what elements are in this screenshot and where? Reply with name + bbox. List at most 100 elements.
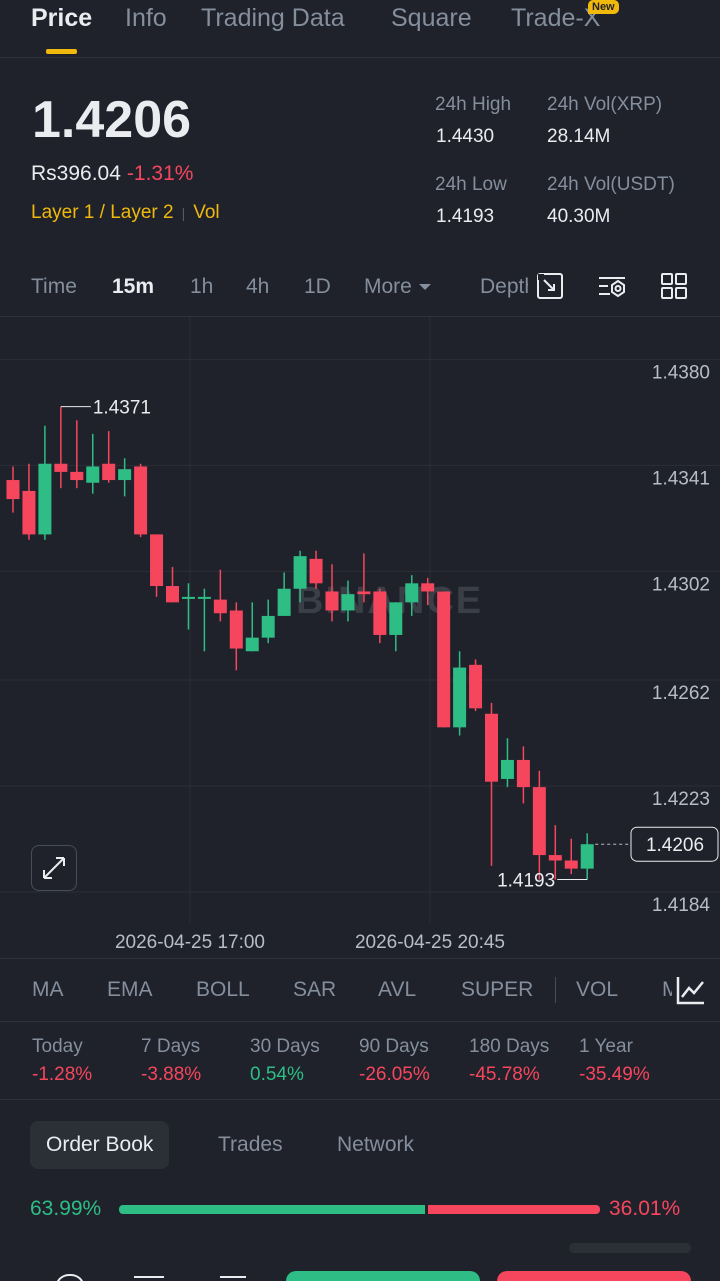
tag-row: Layer 1 / Layer 2 | Vol	[31, 202, 220, 224]
y-tick-label: 1.4380	[652, 362, 710, 383]
y-tick-label: 1.4341	[652, 468, 710, 489]
indicator-ema[interactable]: EMA	[107, 978, 153, 1001]
candle-body	[261, 615, 275, 638]
tab-network[interactable]: Network	[337, 1133, 415, 1156]
tag-category[interactable]: Layer 1 / Layer 2	[31, 202, 174, 223]
tab-trading-data[interactable]: Trading Data	[201, 4, 345, 32]
indicator-settings-icon[interactable]	[596, 270, 628, 302]
high-label: 24h High	[435, 94, 512, 115]
candle-body	[357, 591, 371, 595]
candle-body	[118, 469, 132, 481]
tag-vol[interactable]: Vol	[193, 202, 220, 223]
top-tab-bar: Price Info Trading Data Square Trade-X N…	[0, 0, 720, 58]
candle-body	[86, 466, 100, 483]
y-tick-label: 1.4223	[652, 789, 710, 810]
sell-ratio-bar	[428, 1205, 600, 1214]
indicator-divider	[555, 977, 556, 1003]
candle-body	[54, 463, 68, 472]
candle-body	[453, 667, 467, 728]
perf-value-180d: -45.78%	[469, 1064, 540, 1085]
candle-body	[166, 586, 179, 603]
tab-order-book[interactable]: Order Book	[30, 1121, 170, 1169]
depth-selector[interactable]	[569, 1243, 691, 1253]
alert-icon[interactable]	[134, 1276, 164, 1281]
candle-body	[389, 602, 403, 635]
candle-body	[309, 558, 323, 584]
tab-price[interactable]: Price	[31, 4, 93, 32]
chart-settings-icon[interactable]	[534, 270, 566, 302]
candle-body	[548, 855, 562, 861]
low-label: 24h Low	[435, 174, 507, 195]
high-value: 1.4430	[436, 126, 495, 147]
price-markers: 1.4371 1.4193 1.4206	[60, 398, 719, 892]
change-percent: -1.31%	[126, 162, 194, 185]
candle-body	[437, 591, 451, 728]
interval-1h[interactable]: 1h	[190, 275, 214, 298]
interval-1d[interactable]: 1D	[304, 275, 331, 298]
candle-body	[6, 480, 20, 500]
candle-body	[102, 463, 116, 481]
indicator-super[interactable]: SUPER	[461, 978, 534, 1001]
candle-body	[150, 534, 164, 587]
candle-body	[469, 664, 483, 709]
candle-body	[197, 596, 211, 599]
indicator-sar[interactable]: SAR	[293, 978, 337, 1001]
candle-body	[516, 759, 530, 788]
vol-xrp-label: 24h Vol(XRP)	[547, 94, 663, 115]
expand-icon	[43, 857, 65, 879]
indicator-bar: MA EMA BOLL SAR AVL SUPER VOL MACD	[0, 958, 720, 1022]
perf-label-180d: 180 Days	[469, 1036, 550, 1057]
perf-value-30d: 0.54%	[250, 1064, 304, 1085]
indicator-avl[interactable]: AVL	[378, 978, 417, 1001]
candle-body	[500, 759, 514, 779]
tab-trades[interactable]: Trades	[218, 1133, 283, 1156]
indicator-boll[interactable]: BOLL	[196, 978, 250, 1001]
candle-body	[341, 594, 355, 611]
caret-down-icon	[418, 284, 431, 291]
indicator-vol[interactable]: VOL	[576, 978, 619, 1001]
tab-trade-x[interactable]: Trade-X	[511, 4, 601, 32]
perf-label-30d: 30 Days	[250, 1036, 320, 1057]
last-price: 1.4206	[32, 91, 192, 149]
interval-bar: Time 15m 1h 4h 1D More Depth	[0, 272, 720, 304]
candle-body	[293, 556, 307, 589]
sell-button[interactable]	[497, 1271, 691, 1281]
candle-body	[405, 583, 419, 603]
candle-body	[373, 591, 387, 635]
interval-more[interactable]: More	[364, 275, 432, 299]
interval-4h[interactable]: 4h	[246, 275, 270, 298]
perf-label-90d: 90 Days	[359, 1036, 429, 1057]
current-price-box	[630, 826, 719, 862]
share-icon[interactable]	[220, 1276, 246, 1281]
section-divider	[0, 1099, 720, 1100]
indicator-macd[interactable]: MACD	[662, 978, 672, 1001]
indicator-ma[interactable]: MA	[32, 978, 64, 1001]
candles	[6, 406, 594, 880]
interval-time[interactable]: Time	[31, 275, 77, 298]
candlestick-chart[interactable]: BINANCE 1.43801.43411.43021.42621.42231.…	[0, 317, 720, 957]
high-marker-label: 1.4371	[93, 398, 151, 419]
low-marker-label: 1.4193	[497, 871, 555, 892]
tab-active-indicator	[46, 49, 77, 54]
low-value: 1.4193	[436, 206, 495, 227]
vol-usdt-value: 40.30M	[547, 206, 611, 227]
tab-info[interactable]: Info	[125, 4, 167, 32]
more-icon[interactable]	[55, 1274, 85, 1281]
local-price: Rs396.04	[31, 162, 121, 185]
candle-body	[38, 463, 52, 535]
perf-value-1y: -35.49%	[579, 1064, 650, 1085]
interval-depth[interactable]: Depth	[480, 275, 528, 298]
interval-more-label: More	[364, 275, 412, 298]
y-axis-ticks: 1.4380 1.4341 1.4302 1.4262 1.4223 1.4184	[652, 362, 711, 916]
tab-square[interactable]: Square	[391, 4, 472, 32]
candle-body	[245, 637, 259, 652]
indicator-settings-chart-icon[interactable]	[674, 973, 708, 1007]
x-tick-label: 2026-04-25 20:45	[355, 932, 505, 953]
interval-15m[interactable]: 15m	[112, 275, 155, 298]
layout-grid-icon[interactable]	[658, 270, 690, 302]
price-chart[interactable]: BINANCE 1.4380 1.4341 1.4302 1.4262 1.4223 1.…	[0, 316, 720, 956]
buy-button[interactable]	[286, 1271, 480, 1281]
candle-body	[325, 591, 339, 611]
fullscreen-button[interactable]	[31, 845, 77, 891]
candle-body	[213, 599, 227, 614]
